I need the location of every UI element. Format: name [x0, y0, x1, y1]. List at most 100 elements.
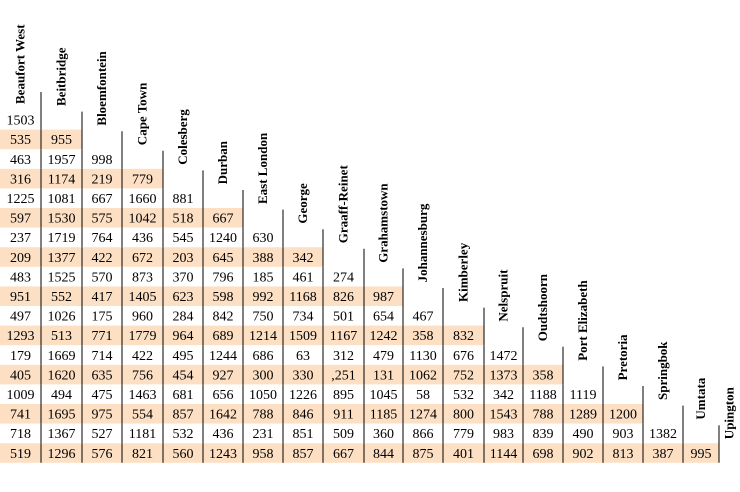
table-cell: 667	[92, 192, 113, 207]
table-cell: 518	[173, 212, 194, 227]
table-cell: 698	[533, 447, 554, 462]
table-cell: 358	[413, 329, 434, 344]
table-cell: 1373	[490, 368, 518, 383]
table-cell: 1642	[209, 408, 237, 423]
city-header-label: Beaufort West	[13, 24, 28, 104]
table-cell: 237	[10, 231, 31, 246]
table-cell: 479	[373, 349, 394, 364]
table-cell: 1026	[48, 310, 76, 325]
table-cell: 1463	[129, 388, 157, 403]
table-cell: 554	[132, 408, 153, 423]
table-cell: 1382	[649, 427, 677, 442]
table-cell: 1377	[48, 251, 76, 266]
table-cell: 509	[333, 427, 354, 442]
table-cell: 1669	[48, 349, 76, 364]
cell-text-layer: 1503 535 955 463 1957 998 316 1174 219 779 1225 108…	[7, 114, 712, 462]
table-cell: 1185	[370, 408, 397, 423]
city-header-label: Port Elizabeth	[575, 280, 590, 361]
table-cell: 185	[253, 270, 274, 285]
table-cell: 330	[293, 368, 314, 383]
table-cell: 788	[253, 408, 274, 423]
table-cell: 1503	[7, 114, 35, 129]
table-cell: 741	[10, 408, 31, 423]
table-cell: 360	[373, 427, 394, 442]
table-cell: 316	[10, 172, 31, 187]
row-shade	[0, 325, 484, 346]
table-cell: 370	[173, 270, 194, 285]
table-cell: 1062	[409, 368, 437, 383]
table-cell: 461	[293, 270, 314, 285]
row-shade	[0, 404, 643, 424]
table-cell: 1081	[48, 192, 76, 207]
table-cell: 1244	[209, 349, 237, 364]
city-header-label: Oudtshoorn	[535, 273, 550, 341]
table-cell: 654	[373, 310, 394, 325]
table-cell: 209	[10, 251, 31, 266]
table-cell: 519	[10, 447, 31, 462]
table-cell: 422	[92, 251, 113, 266]
city-header-label: Graaff-Reinet	[336, 165, 351, 244]
table-cell: 58	[416, 388, 430, 403]
table-cell: 857	[293, 447, 314, 462]
table-cell: 689	[213, 329, 234, 344]
table-cell: 927	[213, 368, 234, 383]
table-cell: 532	[173, 427, 194, 442]
table-cell: 463	[10, 153, 31, 168]
table-cell: 992	[253, 290, 274, 305]
table-cell: 718	[10, 427, 31, 442]
city-header-label: East London	[255, 132, 270, 204]
table-cell: 1119	[570, 388, 597, 403]
table-cell: 1620	[48, 368, 76, 383]
table-cell: 656	[213, 388, 234, 403]
table-cell: 532	[453, 388, 474, 403]
table-cell: 1045	[370, 388, 398, 403]
table-cell: 401	[453, 447, 474, 462]
table-cell: 1472	[490, 349, 518, 364]
table-cell: 1779	[129, 329, 157, 344]
table-cell: 1543	[490, 408, 518, 423]
table-cell: 575	[92, 212, 113, 227]
table-cell: 796	[213, 270, 234, 285]
table-cell: 635	[92, 368, 113, 383]
table-cell: 813	[613, 447, 634, 462]
table-cell: 300	[253, 368, 274, 383]
table-cell: 750	[253, 310, 274, 325]
city-header-label: Cape Town	[135, 82, 150, 145]
city-header-label: Umtata	[693, 377, 708, 419]
table-cell: 771	[92, 329, 113, 344]
table-cell: 436	[132, 231, 153, 246]
table-cell: 764	[92, 231, 113, 246]
row-shading-layer	[0, 129, 719, 463]
table-cell: 1525	[48, 270, 76, 285]
table-cell: 131	[373, 368, 394, 383]
table-cell: 1174	[48, 172, 75, 187]
table-cell: 475	[92, 388, 113, 403]
city-header-label: Kimberley	[456, 242, 471, 302]
table-cell: 598	[213, 290, 234, 305]
table-cell: 630	[253, 231, 274, 246]
table-cell: 1296	[48, 447, 76, 462]
table-cell: 560	[173, 447, 194, 462]
table-cell: 1009	[7, 388, 35, 403]
table-cell: 1050	[249, 388, 277, 403]
table-cell: 388	[253, 251, 274, 266]
table-cell: 839	[533, 427, 554, 442]
city-header-label: Nelspruit	[496, 269, 511, 322]
table-cell: 987	[373, 290, 394, 305]
city-header-label: Johannesburg	[415, 203, 430, 282]
table-cell: 866	[413, 427, 434, 442]
table-cell: 1719	[48, 231, 76, 246]
table-cell: 1957	[48, 153, 76, 168]
table-cell: 842	[213, 310, 234, 325]
table-cell: 623	[173, 290, 194, 305]
table-cell: 881	[173, 192, 194, 207]
table-cell: 527	[92, 427, 113, 442]
table-cell: 274	[333, 270, 354, 285]
table-cell: 219	[92, 172, 113, 187]
table-cell: 995	[691, 447, 712, 462]
table-cell: 826	[333, 290, 354, 305]
table-cell: 1225	[7, 192, 35, 207]
table-cell: 1289	[569, 408, 597, 423]
table-cell: 1144	[490, 447, 517, 462]
table-cell: 436	[213, 427, 234, 442]
